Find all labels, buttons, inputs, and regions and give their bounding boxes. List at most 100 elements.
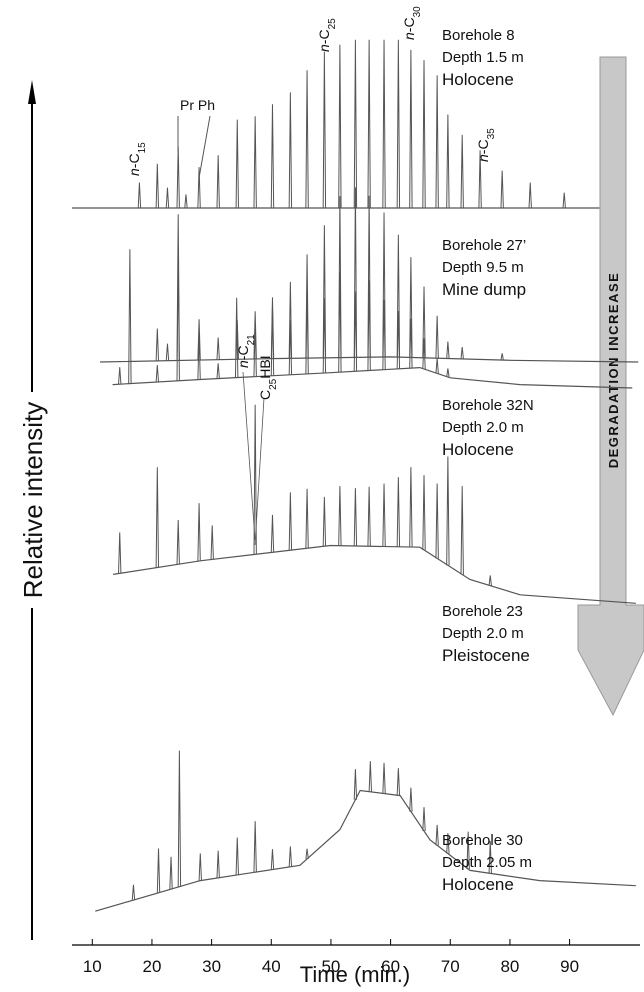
peak [435, 483, 439, 559]
peak [235, 837, 239, 875]
y-label: Relative intensity [18, 402, 48, 599]
peak [165, 187, 170, 209]
peak [446, 833, 450, 854]
peak [322, 225, 327, 358]
peak [198, 853, 202, 881]
peak [288, 92, 293, 209]
series-name: Borehole 30 [442, 832, 523, 849]
series-age: Holocene [442, 875, 514, 894]
peak [500, 353, 504, 361]
series-name: Borehole 23 [442, 603, 523, 620]
peak [176, 146, 180, 209]
peak [460, 346, 464, 359]
peak [197, 335, 201, 380]
series-depth: Depth 2.0 m [442, 625, 524, 642]
peak [382, 212, 386, 357]
baseline [95, 789, 636, 912]
annotation-part: HBI [257, 355, 273, 378]
peak [184, 194, 188, 209]
annotation-part: n [126, 168, 142, 176]
peak [435, 75, 439, 209]
peak [422, 338, 426, 370]
baseline [113, 544, 636, 604]
x-tick-label: 30 [202, 957, 221, 976]
annotation-part: 25 [327, 18, 338, 30]
peak [409, 787, 413, 812]
peak-annotation: Pr Ph [180, 97, 215, 113]
peak [155, 467, 160, 568]
annotation-part: 35 [486, 128, 497, 140]
peak [322, 298, 327, 374]
x-tick-label: 60 [381, 957, 400, 976]
peak [446, 368, 450, 378]
peak [305, 848, 309, 859]
peak [488, 841, 492, 874]
peak [176, 520, 180, 565]
peak [353, 488, 358, 546]
peak [382, 483, 386, 547]
peak [367, 39, 371, 209]
annotation-part: -C [401, 17, 417, 32]
annotation-part: n [475, 154, 491, 162]
peak-annotation: n-C15 [126, 142, 148, 176]
peak [409, 49, 413, 209]
series-depth: Depth 2.05 m [442, 854, 532, 871]
peak [353, 39, 358, 209]
peak [338, 271, 342, 373]
series-age: Pleistocene [442, 646, 530, 665]
peak [288, 320, 293, 375]
peak [488, 575, 492, 586]
peak [528, 182, 532, 209]
peak [396, 234, 401, 358]
peak [409, 318, 413, 369]
peak [137, 182, 142, 209]
annotation-part: 25 [268, 378, 279, 390]
peak [396, 311, 401, 369]
x-tick-label: 10 [83, 957, 102, 976]
peak [169, 856, 173, 890]
baseline [100, 356, 639, 363]
peak [338, 44, 342, 209]
peak [197, 167, 201, 209]
peak [422, 475, 426, 550]
peak [422, 286, 426, 358]
peak [253, 821, 257, 873]
peak [210, 525, 214, 560]
peak [216, 363, 220, 379]
annotation-part: -C [316, 29, 332, 44]
peak-annotation: n-C35 [475, 128, 497, 162]
series-age: Holocene [442, 440, 514, 459]
peak [382, 39, 386, 209]
annotation-part: n [235, 360, 251, 368]
peak-annotation: n-C30 [401, 6, 423, 40]
peak-annotation: n-C21 [235, 334, 257, 368]
peak [422, 60, 426, 209]
peak [367, 280, 371, 371]
peak [288, 281, 293, 359]
peak [197, 503, 201, 561]
peak [446, 341, 450, 359]
peak [128, 249, 132, 384]
series-name: Borehole 32N [442, 397, 534, 414]
arrow-label: DEGRADATION INCREASE [606, 272, 621, 469]
series-age: Holocene [442, 70, 514, 89]
peak [165, 343, 170, 361]
peak [235, 119, 239, 209]
annotation-part: -C [235, 345, 251, 360]
x-tick-label: 80 [500, 957, 519, 976]
peak [460, 486, 464, 575]
y-arrow-head [28, 80, 36, 104]
peak [216, 337, 220, 360]
peak [270, 849, 275, 870]
peak-annotation: C25HBI [257, 355, 279, 400]
degradation-arrow [577, 56, 644, 717]
peak [353, 187, 358, 358]
peak [460, 134, 464, 209]
peak [367, 486, 371, 547]
leader-line [242, 371, 256, 541]
peak [156, 848, 161, 893]
peak [435, 315, 439, 359]
peak [435, 358, 439, 374]
peak [234, 297, 239, 378]
annotation-part: 15 [137, 142, 148, 154]
